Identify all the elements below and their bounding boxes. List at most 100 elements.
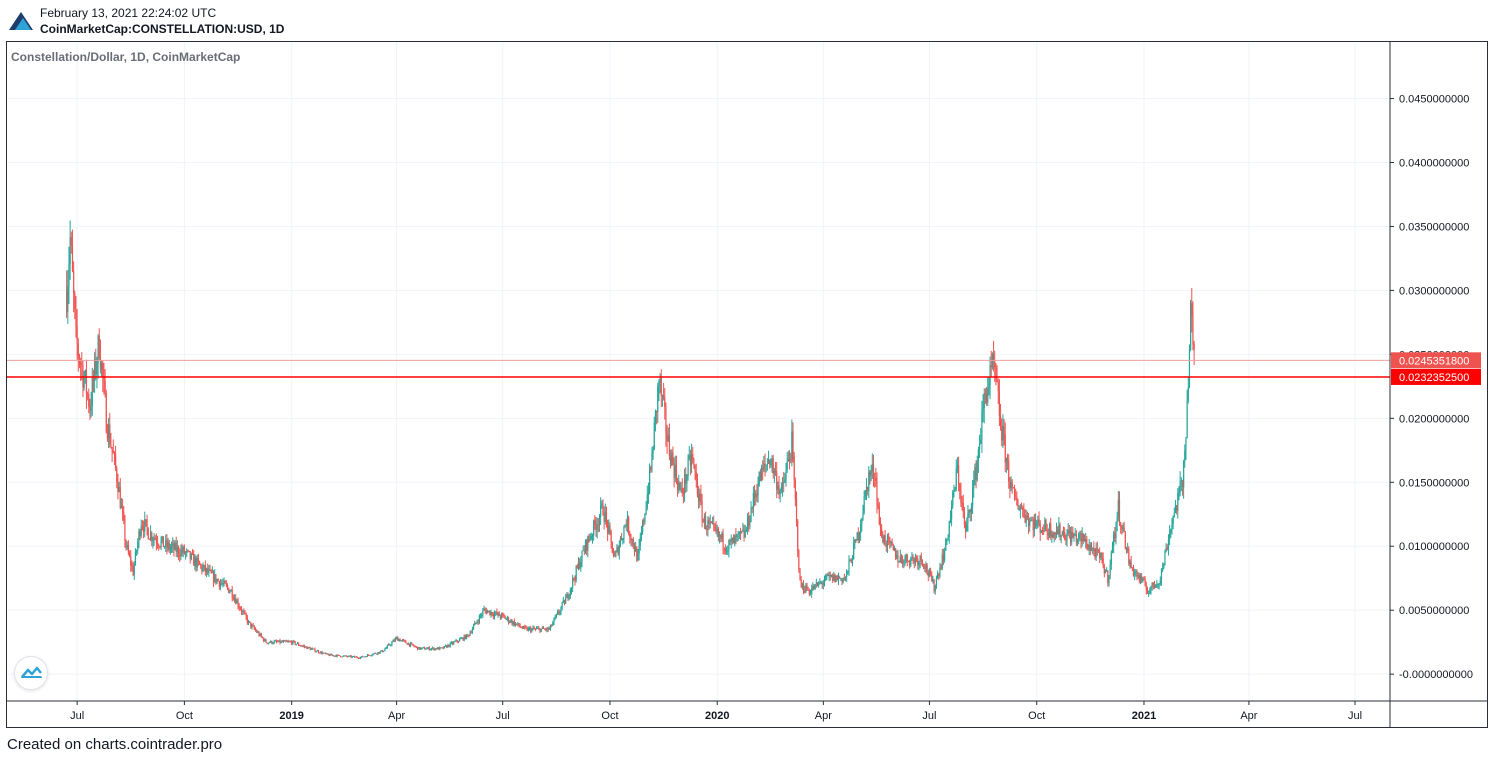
candle-body: [80, 362, 82, 365]
candle: [927, 569, 929, 582]
candle: [379, 650, 381, 654]
candle: [380, 650, 383, 652]
candle: [146, 514, 148, 536]
price-chart[interactable]: Constellation/Dollar, 1D, CoinMarketCap0…: [6, 41, 1488, 728]
candle: [633, 542, 636, 557]
candle: [413, 644, 415, 648]
candle-body: [621, 537, 623, 540]
candle: [777, 481, 779, 495]
candle-body: [795, 499, 798, 521]
candle: [679, 481, 681, 492]
candle-body: [358, 658, 360, 660]
candle-body: [240, 609, 243, 612]
candle: [611, 541, 613, 554]
candle-body: [373, 653, 376, 654]
candle-body: [805, 585, 807, 593]
candle-body: [152, 540, 154, 541]
candle-body: [504, 616, 506, 619]
candle: [673, 457, 675, 488]
candle: [997, 378, 999, 405]
candle: [743, 524, 745, 542]
candle-body: [307, 646, 309, 649]
candle: [881, 523, 883, 539]
candle: [463, 634, 465, 642]
candle-body: [734, 535, 736, 544]
candle: [108, 417, 110, 449]
candle-body: [778, 485, 780, 495]
candle: [766, 458, 768, 471]
candle: [878, 501, 880, 526]
candle-body: [854, 539, 856, 544]
candle-body: [419, 647, 421, 650]
candle: [165, 534, 167, 553]
candle-body: [899, 556, 901, 562]
candle: [944, 547, 946, 563]
tradingview-badge[interactable]: [14, 656, 48, 690]
candle-body: [471, 629, 473, 633]
candle: [875, 467, 877, 487]
candle-body: [853, 543, 855, 560]
candle: [738, 531, 740, 540]
candle: [509, 620, 511, 624]
candle: [625, 519, 627, 532]
cointrader-logo-icon: [9, 12, 33, 30]
candle: [626, 511, 629, 533]
candle: [657, 382, 659, 424]
candle-body: [711, 522, 714, 524]
candle-body: [442, 647, 444, 649]
candle: [390, 644, 392, 647]
candle-body: [568, 595, 570, 599]
candle-body: [166, 540, 168, 548]
candle: [639, 532, 641, 551]
candle: [876, 472, 878, 514]
candle-body: [687, 458, 689, 477]
candle: [187, 549, 189, 553]
candle-body: [745, 529, 747, 532]
candle: [742, 522, 744, 532]
candle: [338, 655, 341, 657]
candle-body: [463, 635, 465, 641]
candle-body: [233, 598, 236, 600]
candle: [923, 563, 925, 570]
candle-body: [496, 611, 498, 615]
candle: [732, 534, 735, 544]
candle: [437, 647, 440, 650]
candle-body: [303, 645, 306, 647]
candle-body: [298, 643, 300, 646]
candle: [619, 536, 622, 548]
candle-body: [266, 642, 268, 644]
candle-body: [495, 611, 497, 614]
candle-body: [759, 471, 761, 482]
candle: [370, 655, 372, 657]
candle-body: [444, 645, 447, 647]
candle-body: [520, 626, 522, 628]
candle-body: [1027, 517, 1030, 526]
candle: [992, 340, 995, 372]
candle: [977, 446, 980, 473]
candle: [190, 552, 192, 561]
candle-body: [516, 623, 518, 625]
candle: [235, 594, 237, 605]
candle: [1001, 418, 1003, 447]
candle: [500, 612, 503, 620]
candle: [83, 370, 85, 391]
candle-body: [661, 395, 664, 397]
candle-body: [486, 611, 489, 614]
candle-body: [462, 637, 464, 641]
candle-body: [231, 589, 233, 598]
candle-body: [443, 646, 446, 649]
candle: [337, 654, 339, 656]
candle-body: [507, 617, 510, 623]
candle: [382, 649, 384, 653]
candle: [387, 643, 390, 646]
candle: [281, 639, 283, 643]
candle: [288, 640, 290, 643]
candle: [629, 530, 631, 544]
candle: [918, 560, 920, 571]
candle: [482, 607, 484, 618]
candle: [774, 462, 777, 476]
candle-body: [563, 600, 566, 604]
candle-body: [446, 645, 448, 648]
candle-body: [148, 539, 151, 540]
candle: [221, 579, 223, 586]
